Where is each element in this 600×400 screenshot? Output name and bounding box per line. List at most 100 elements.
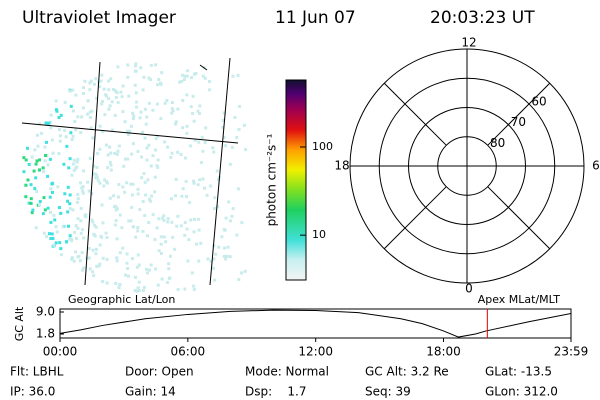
pixel	[95, 165, 99, 169]
pixel	[58, 134, 62, 138]
pixel	[153, 190, 157, 194]
pixel	[207, 80, 211, 84]
pixel	[196, 109, 200, 113]
pixel	[56, 185, 60, 189]
pixel	[99, 79, 103, 83]
pixel	[174, 177, 178, 181]
pixel	[59, 247, 63, 251]
pixel	[155, 134, 159, 138]
pixel	[170, 101, 174, 105]
pixel	[46, 174, 50, 178]
pixel	[114, 219, 118, 223]
pixel	[149, 63, 153, 67]
pixel	[87, 247, 91, 251]
pixel	[170, 151, 174, 155]
pixel	[105, 281, 109, 285]
pixel	[48, 195, 52, 199]
pixel	[226, 245, 230, 249]
pixel	[57, 115, 61, 119]
pixel	[24, 158, 28, 162]
pixel	[181, 187, 185, 191]
pixel	[130, 152, 134, 156]
pixel	[164, 240, 168, 244]
pixel	[132, 114, 136, 118]
pixel	[180, 194, 184, 198]
pixel	[46, 163, 50, 167]
pixel	[137, 288, 141, 292]
hour-label: 6	[592, 159, 600, 173]
pixel	[54, 99, 58, 103]
pixel	[81, 268, 85, 272]
pixel	[148, 197, 152, 201]
pixel	[81, 228, 85, 232]
pixel	[72, 158, 76, 162]
pixel	[228, 255, 232, 259]
pixel	[89, 79, 93, 83]
pixel	[44, 153, 48, 157]
pixel	[139, 110, 143, 114]
pixel	[33, 187, 37, 191]
pixel	[148, 268, 152, 272]
pixel	[70, 256, 74, 260]
pixel	[204, 126, 208, 130]
pixel	[113, 223, 117, 227]
pixel	[235, 233, 239, 237]
pixel	[136, 149, 140, 153]
pixel	[95, 176, 99, 180]
pixel	[134, 69, 138, 73]
pixel	[46, 121, 50, 125]
pixel	[131, 225, 135, 229]
pixel	[233, 116, 237, 120]
pixel	[71, 208, 75, 212]
pixel	[142, 172, 146, 176]
pixel	[96, 151, 100, 155]
pixel	[162, 235, 166, 239]
pixel	[143, 136, 147, 140]
pixel	[84, 215, 88, 219]
pixel	[48, 157, 52, 161]
pixel	[236, 187, 240, 191]
ring-label: 80	[490, 136, 505, 150]
pixel	[183, 287, 187, 291]
pixel	[176, 107, 180, 111]
timeline-right-label: Apex MLat/MLT	[478, 293, 561, 306]
pixel	[57, 152, 61, 156]
pixel	[209, 259, 213, 263]
pixel	[98, 181, 102, 185]
pixel	[222, 254, 226, 258]
pixel	[127, 94, 131, 98]
pixel	[131, 117, 135, 121]
pixel	[147, 221, 151, 225]
pixel	[74, 250, 78, 254]
pixel	[141, 88, 145, 92]
pixel	[96, 179, 100, 183]
pixel	[82, 236, 86, 240]
pixel	[205, 193, 209, 197]
pixel	[87, 189, 91, 193]
pixel	[153, 175, 157, 179]
pixel	[43, 208, 47, 212]
pixel	[130, 257, 134, 261]
ring-label: 70	[511, 115, 526, 129]
pixel	[149, 78, 153, 82]
pixel	[105, 181, 109, 185]
pixel	[125, 261, 129, 265]
pixel	[92, 164, 96, 168]
pixel	[145, 115, 149, 119]
pixel	[201, 74, 205, 78]
pixel	[94, 225, 98, 229]
pixel	[166, 217, 170, 221]
pixel	[190, 76, 194, 80]
pixel	[66, 199, 70, 203]
pixel	[34, 162, 38, 166]
pixel	[155, 102, 159, 106]
pixel	[160, 216, 164, 220]
pixel	[134, 91, 138, 95]
pixel	[38, 122, 42, 126]
pixel	[149, 199, 153, 203]
pixel	[196, 217, 200, 221]
pixel	[118, 213, 122, 217]
pixel	[107, 88, 111, 92]
pixel	[59, 253, 63, 257]
